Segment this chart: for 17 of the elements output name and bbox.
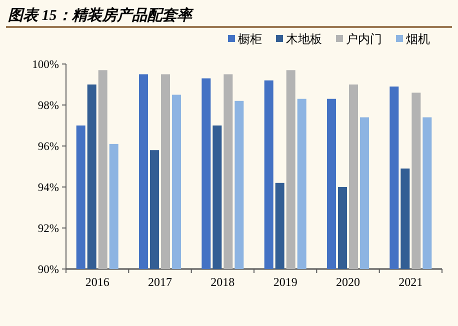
x-tick-label: 2016 [85,275,110,289]
legend-label: 烟机 [406,32,430,46]
y-tick-label: 96% [38,141,60,153]
y-tick-label: 92% [38,223,60,235]
legend-label: 橱柜 [238,32,262,46]
x-tick-label: 2019 [273,275,298,289]
x-tick-label: 2020 [336,275,360,289]
x-tick-label: 2021 [398,275,423,289]
x-tick-label: 2017 [148,275,172,289]
y-tick-label: 94% [38,182,60,194]
y-tick-label: 100% [32,59,60,71]
y-tick-label: 90% [38,264,60,276]
legend-label: 木地板 [286,32,322,46]
legend-label: 户内门 [346,32,382,46]
y-tick-label: 98% [38,100,60,112]
x-tick-label: 2018 [210,275,235,289]
chart-title: 图表 15：精装房产品配套率 [8,6,194,24]
